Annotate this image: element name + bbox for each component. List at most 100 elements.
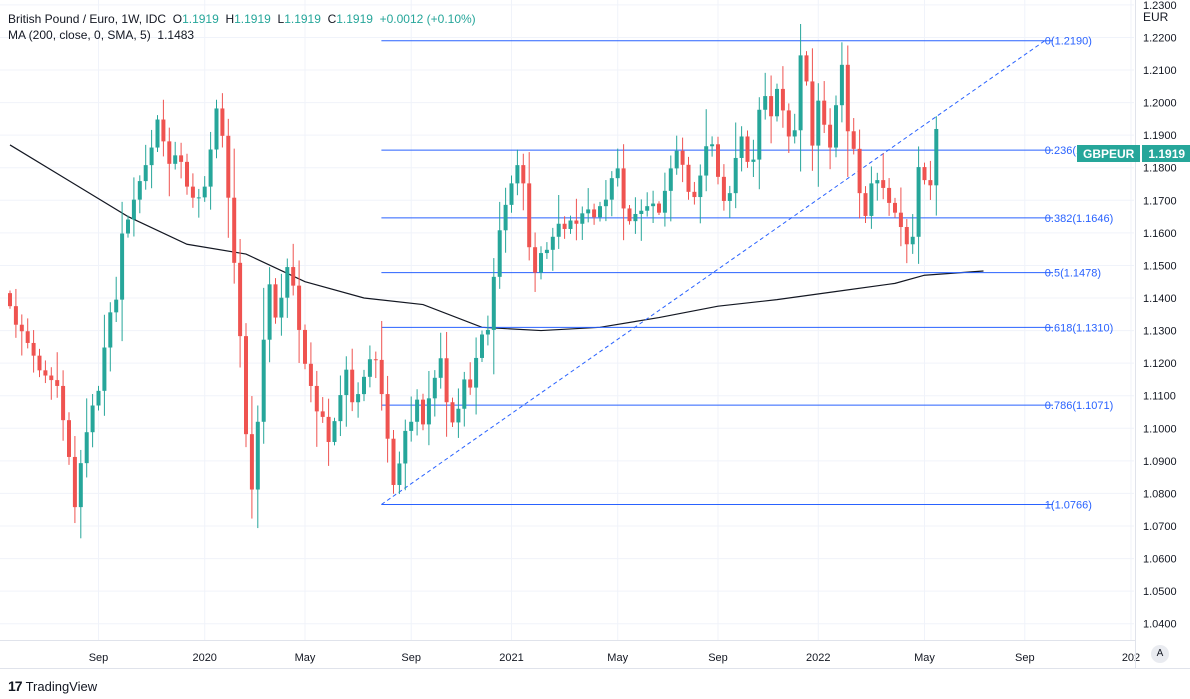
candle [202, 176, 207, 202]
candle [67, 412, 71, 465]
candle-body [314, 385, 319, 412]
candle [244, 323, 248, 448]
candle-body [403, 430, 408, 464]
open-value: 1.1919 [182, 12, 219, 26]
candle [468, 362, 473, 395]
candle [769, 75, 774, 144]
candle [751, 139, 756, 177]
candle [279, 273, 284, 336]
candle-body [851, 131, 856, 149]
candle [126, 215, 130, 238]
low-value: 1.1919 [284, 12, 321, 26]
candle [367, 345, 372, 388]
high-value: 1.1919 [234, 12, 271, 26]
candle-body [208, 149, 213, 187]
candle-body [261, 339, 266, 422]
candle [828, 108, 833, 170]
candle [515, 149, 520, 196]
candle-body [338, 395, 343, 422]
x-tick-label: Sep [401, 652, 421, 664]
candle-body [834, 105, 838, 148]
candle [592, 203, 597, 225]
candle-body [96, 390, 101, 406]
y-tick-label: 1.2000 [1143, 98, 1177, 110]
candle [550, 227, 555, 271]
tradingview-wordmark: TradingView [25, 678, 98, 694]
candle [786, 103, 791, 153]
candle-body [592, 209, 597, 218]
x-tick-label: May [607, 652, 628, 664]
candle [350, 348, 355, 412]
tradingview-logo-icon: 17 [8, 678, 23, 694]
candle [102, 314, 107, 416]
candle-body [491, 276, 496, 330]
y-tick-label: 1.0800 [1143, 488, 1177, 500]
tradingview-brand[interactable]: 17 TradingView [8, 678, 97, 694]
candle [621, 144, 626, 241]
candle-body [568, 220, 573, 229]
candle-body [621, 168, 626, 209]
y-tick-label: 1.0500 [1143, 586, 1177, 598]
candle [568, 215, 573, 234]
candle-body [78, 463, 83, 508]
candle [19, 314, 24, 356]
auto-scale-button[interactable]: A [1151, 645, 1169, 663]
candle-body [739, 136, 744, 158]
candle [692, 181, 697, 205]
candle-body [432, 377, 437, 399]
candle [356, 382, 361, 418]
candle-body [49, 375, 54, 381]
candle-body [438, 358, 443, 378]
candle-body [480, 334, 484, 358]
candle [851, 118, 856, 155]
candle-body [792, 130, 797, 137]
candle [362, 369, 366, 402]
candle-body [55, 380, 60, 386]
candle-body [527, 183, 532, 248]
candle [120, 201, 125, 342]
candle-body [61, 385, 66, 421]
candle [214, 99, 219, 159]
candle [775, 83, 779, 122]
candle [297, 260, 302, 364]
y-tick-label: 1.1500 [1143, 260, 1177, 272]
candle [834, 95, 838, 158]
candle [137, 175, 142, 214]
ma-line [9, 144, 984, 332]
candle [704, 109, 709, 192]
candle [615, 148, 620, 187]
y-tick-label: 1.1600 [1143, 228, 1177, 240]
candlestick-series [8, 24, 939, 539]
candle-body [137, 181, 142, 200]
candle-body [916, 167, 921, 237]
fibonacci-retracement[interactable]: 0(1.2190)0.236(1.1854)0.382(1.1646)0.5(1… [381, 36, 1113, 512]
candle [314, 370, 319, 447]
candle-body [828, 124, 833, 148]
candle-body [539, 253, 543, 273]
candle [155, 115, 160, 152]
candle-body [550, 236, 555, 250]
candle-body [627, 208, 632, 222]
candle-body [161, 119, 166, 142]
candle-body [173, 155, 178, 164]
candle [633, 197, 638, 234]
candle-body [881, 180, 886, 188]
candle-body [704, 146, 709, 176]
candle [763, 72, 768, 120]
candle-body [780, 88, 785, 111]
candle [491, 258, 496, 375]
candle-body [857, 148, 862, 194]
candle [285, 258, 290, 318]
candle [922, 162, 927, 185]
candle-body [633, 213, 638, 222]
candle-body [474, 357, 479, 388]
y-tick-label: 1.2300 [1143, 0, 1177, 12]
high-label: H [225, 12, 235, 26]
candle-body [332, 421, 337, 442]
candle [716, 136, 720, 185]
candle-body [910, 236, 915, 245]
candle [415, 389, 420, 436]
candle-body [869, 183, 874, 216]
candle-body [468, 379, 473, 388]
